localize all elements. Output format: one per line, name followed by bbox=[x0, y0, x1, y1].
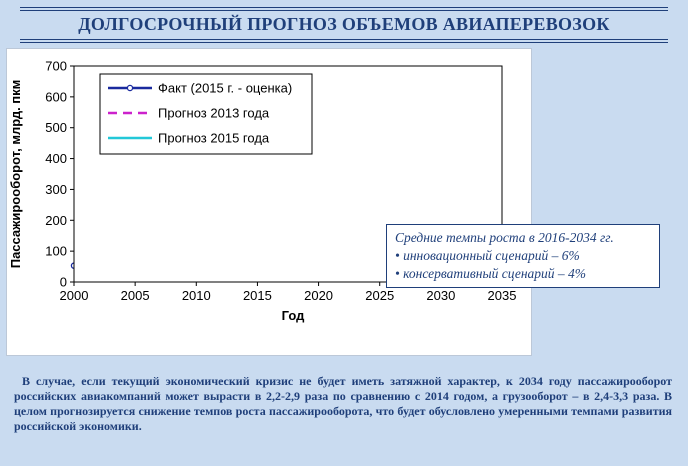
y-tick-label: 300 bbox=[45, 182, 67, 197]
x-tick-label: 2030 bbox=[426, 288, 455, 303]
note-heading: Средние темпы роста в 2016-2034 гг. bbox=[395, 230, 614, 245]
chart-legend: Факт (2015 г. - оценка) Прогноз 2013 года… bbox=[99, 73, 313, 155]
y-tick-label: 400 bbox=[45, 151, 67, 166]
chart-ticks: 0 100 200 300 400 500 600 700 2000 2005 2010 2015 20… bbox=[45, 59, 516, 304]
x-tick-label: 2010 bbox=[182, 288, 211, 303]
note-item-innovative: инновационный сценарий – 6% bbox=[395, 247, 651, 265]
page-title: ДОЛГОСРОЧНЫЙ ПРОГНОЗ ОБЪЕМОВ АВИАПЕРЕВОЗ… bbox=[78, 14, 610, 34]
x-tick-label: 2015 bbox=[243, 288, 272, 303]
x-tick-label: 2020 bbox=[304, 288, 333, 303]
y-axis-label: Пассажирооборот, млрд. пкм bbox=[8, 80, 23, 269]
x-axis-label: Год bbox=[282, 308, 305, 323]
legend-label: Прогноз 2013 года bbox=[158, 106, 270, 121]
legend-marker bbox=[126, 84, 134, 92]
y-tick-label: 0 bbox=[60, 275, 67, 290]
x-tick-label: 2035 bbox=[488, 288, 517, 303]
legend-label: Факт (2015 г. - оценка) bbox=[158, 81, 292, 96]
y-tick-label: 600 bbox=[45, 89, 67, 104]
x-tick-label: 2025 bbox=[365, 288, 394, 303]
y-tick-label: 200 bbox=[45, 213, 67, 228]
x-tick-label: 2000 bbox=[60, 288, 89, 303]
y-tick-label: 700 bbox=[45, 59, 67, 74]
growth-rate-note: Средние темпы роста в 2016-2034 гг. инно… bbox=[386, 224, 660, 288]
y-tick-label: 100 bbox=[45, 244, 67, 259]
summary-paragraph: В случае, если текущий экономический кри… bbox=[14, 374, 672, 433]
legend-label: Прогноз 2015 года bbox=[158, 131, 270, 146]
y-tick-label: 500 bbox=[45, 120, 67, 135]
x-tick-label: 2005 bbox=[121, 288, 150, 303]
note-item-conservative: консервативный сценарий – 4% bbox=[395, 265, 651, 283]
